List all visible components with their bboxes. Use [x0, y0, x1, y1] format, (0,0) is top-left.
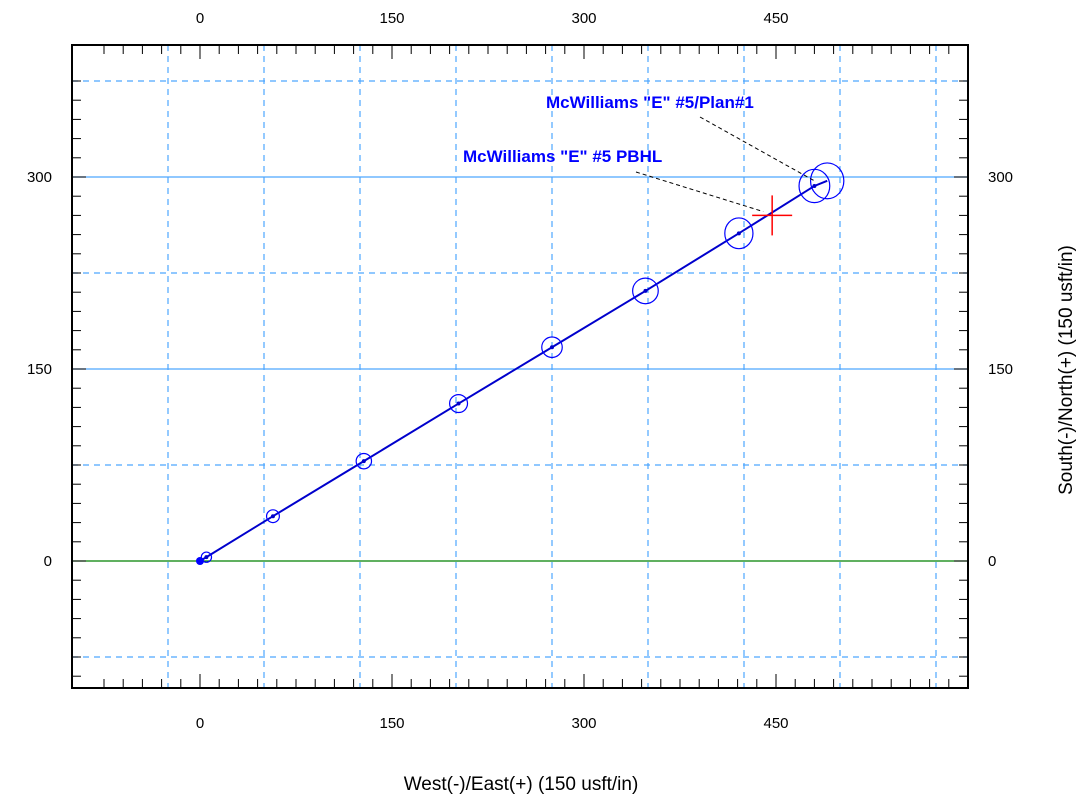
y-tick-label-left: 0 — [44, 553, 52, 570]
grid-lines — [72, 45, 968, 688]
survey-point — [270, 514, 275, 519]
survey-point — [456, 401, 461, 406]
uncertainty-ellipse — [724, 217, 754, 250]
y-axis-label: South(-)/North(+) (150 usft/in) — [1056, 245, 1077, 495]
survey-point — [550, 345, 554, 350]
x-axis-label: West(-)/East(+) (150 usft/in) — [404, 774, 639, 795]
uncertainty-ellipse — [265, 509, 280, 524]
x-tick-label-top: 450 — [763, 10, 788, 27]
x-tick-label-bottom: 450 — [763, 715, 788, 732]
uncertainty-ellipse — [200, 551, 213, 563]
y-tick-label-left: 300 — [27, 169, 52, 186]
tick-labels: 0 0 150 150 300 300 450 450 0 0 150 150 300 300 — [27, 10, 1013, 732]
survey-point — [643, 288, 648, 293]
survey-point — [812, 183, 817, 188]
uncertainty-ellipse — [541, 336, 563, 359]
x-tick-label-bottom: 0 — [196, 715, 204, 732]
x-tick-label-top: 300 — [571, 10, 596, 27]
y-tick-label-right: 150 — [988, 361, 1013, 378]
uncertainty-ellipse — [809, 162, 845, 200]
uncertainty-ellipse — [632, 277, 659, 305]
x-tick-label-top: 0 — [196, 10, 204, 27]
survey-point — [736, 231, 741, 236]
annotations: McWilliams "E" #5/Plan#1 McWilliams "E" #… — [463, 93, 815, 213]
x-tick-label-bottom: 150 — [379, 715, 404, 732]
y-tick-label-right: 0 — [988, 553, 996, 570]
x-tick-label-bottom: 300 — [571, 715, 596, 732]
annotation-leader-line — [699, 116, 815, 182]
y-tick-label-right: 300 — [988, 169, 1013, 186]
x-tick-label-top: 150 — [379, 10, 404, 27]
plot-frame — [71, 44, 969, 689]
minor-ticks — [72, 45, 968, 688]
survey-point — [204, 555, 209, 560]
annotation-leader-line — [635, 171, 764, 213]
survey-point — [361, 459, 366, 464]
annotation-label: McWilliams "E" #5/Plan#1 — [546, 93, 754, 112]
uncertainty-ellipse — [449, 394, 469, 414]
annotation-label: McWilliams "E" #5 PBHL — [463, 147, 662, 166]
y-tick-label-left: 150 — [27, 361, 52, 378]
data-layer — [196, 162, 845, 565]
trajectory-line — [199, 179, 828, 562]
uncertainty-ellipse — [355, 452, 373, 470]
